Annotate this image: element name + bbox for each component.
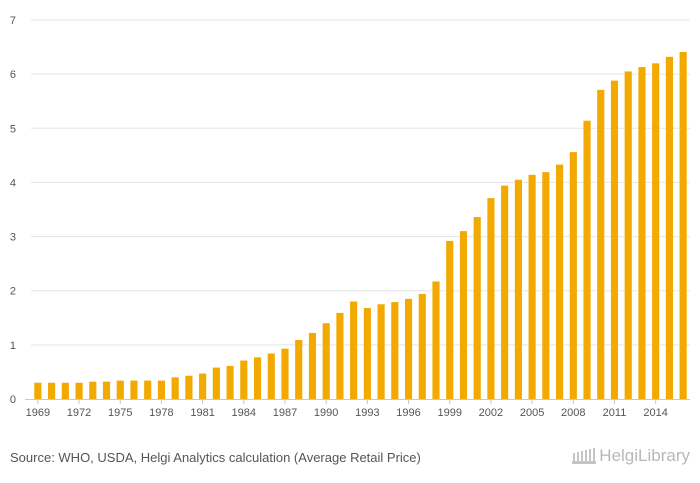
x-tick-label: 2008 [561, 407, 585, 419]
bar-1992 [350, 301, 358, 399]
bar-1999 [446, 240, 454, 399]
bar-2011 [610, 80, 619, 399]
source-note: Source: WHO, USDA, Helgi Analytics calcu… [10, 450, 421, 465]
bar-2005 [528, 174, 536, 399]
bar-1978 [157, 380, 165, 399]
x-tick-label: 1990 [314, 407, 338, 419]
bar-1993 [363, 308, 371, 399]
bar-1984 [240, 360, 248, 399]
x-tick-label: 1978 [149, 407, 173, 419]
y-tick-label: 1 [10, 340, 16, 352]
x-tick-label: 1975 [108, 407, 132, 419]
bar-1973 [89, 381, 97, 399]
x-tick-label: 1993 [355, 407, 379, 419]
bar-1969 [34, 382, 42, 399]
x-tick-label: 1984 [232, 407, 256, 419]
bar-1981 [199, 373, 207, 399]
bar-1995 [391, 302, 399, 399]
bar-2010 [597, 89, 605, 399]
bar-2009 [583, 120, 591, 399]
y-tick-label: 2 [10, 286, 16, 298]
bar-2012 [624, 71, 632, 399]
x-tick-label: 2002 [479, 407, 503, 419]
bar-1977 [144, 380, 152, 399]
bar-2006 [542, 172, 550, 399]
bar-2013 [638, 67, 646, 400]
y-tick-label: 5 [10, 123, 16, 135]
bar-1991 [336, 312, 344, 399]
x-tick-label: 1972 [67, 407, 91, 419]
bar-2016 [679, 51, 687, 400]
y-tick-label: 0 [10, 394, 16, 406]
x-tick-label: 1996 [396, 407, 420, 419]
gridlines [31, 19, 690, 346]
bar-1970 [48, 382, 56, 399]
bar-chart: 0 1 2 3 4 5 6 7 1969 1972 1975 1978 1981 1984 1987 199… [10, 15, 690, 419]
x-tick-label: 1999 [437, 407, 461, 419]
x-tick-label: 1981 [190, 407, 214, 419]
helgi-library-logo[interactable]: HelgiLibrary [572, 446, 690, 466]
x-tick-label: 1969 [26, 407, 50, 419]
x-tick-label: 2011 [603, 407, 627, 419]
y-axis-tick-labels: 0 1 2 3 4 5 6 7 [10, 15, 16, 406]
y-tick-label: 6 [10, 69, 16, 81]
x-tick-label: 2005 [520, 407, 544, 419]
bar-1972 [75, 382, 83, 399]
bar-1996 [404, 298, 413, 399]
bar-1987 [281, 348, 289, 399]
bar-1994 [377, 304, 385, 399]
bars [34, 51, 687, 400]
bar-1988 [295, 339, 303, 399]
bar-2002 [487, 198, 495, 399]
bar-1985 [253, 357, 262, 399]
bar-2004 [514, 179, 522, 399]
bar-1971 [61, 382, 69, 399]
bar-1979 [171, 377, 179, 399]
y-tick-label: 4 [10, 177, 16, 189]
bar-2003 [501, 185, 509, 399]
bar-1998 [432, 281, 440, 399]
bar-1974 [102, 381, 111, 399]
logo-text: HelgiLibrary [599, 446, 690, 465]
bar-2014 [652, 63, 660, 400]
bar-2008 [569, 152, 577, 399]
bar-1975 [116, 380, 124, 399]
y-tick-label: 3 [10, 232, 16, 244]
bar-2001 [473, 217, 481, 399]
bar-1980 [185, 375, 193, 399]
bar-1983 [226, 365, 234, 399]
bar-2015 [665, 56, 673, 400]
x-axis-tick-labels: 1969 1972 1975 1978 1981 1984 1987 1990 1993 1996… [26, 399, 668, 419]
bar-1997 [418, 293, 426, 399]
bar-1986 [267, 353, 275, 399]
bar-1990 [322, 323, 330, 399]
x-tick-label: 1987 [273, 407, 297, 419]
y-tick-label: 7 [10, 15, 16, 27]
bar-2000 [459, 231, 468, 399]
x-tick-label: 2014 [643, 407, 667, 419]
bar-2007 [556, 164, 564, 399]
bar-1989 [308, 332, 317, 399]
library-building-icon [572, 448, 597, 464]
bar-1976 [130, 380, 138, 399]
bar-1982 [212, 367, 220, 399]
